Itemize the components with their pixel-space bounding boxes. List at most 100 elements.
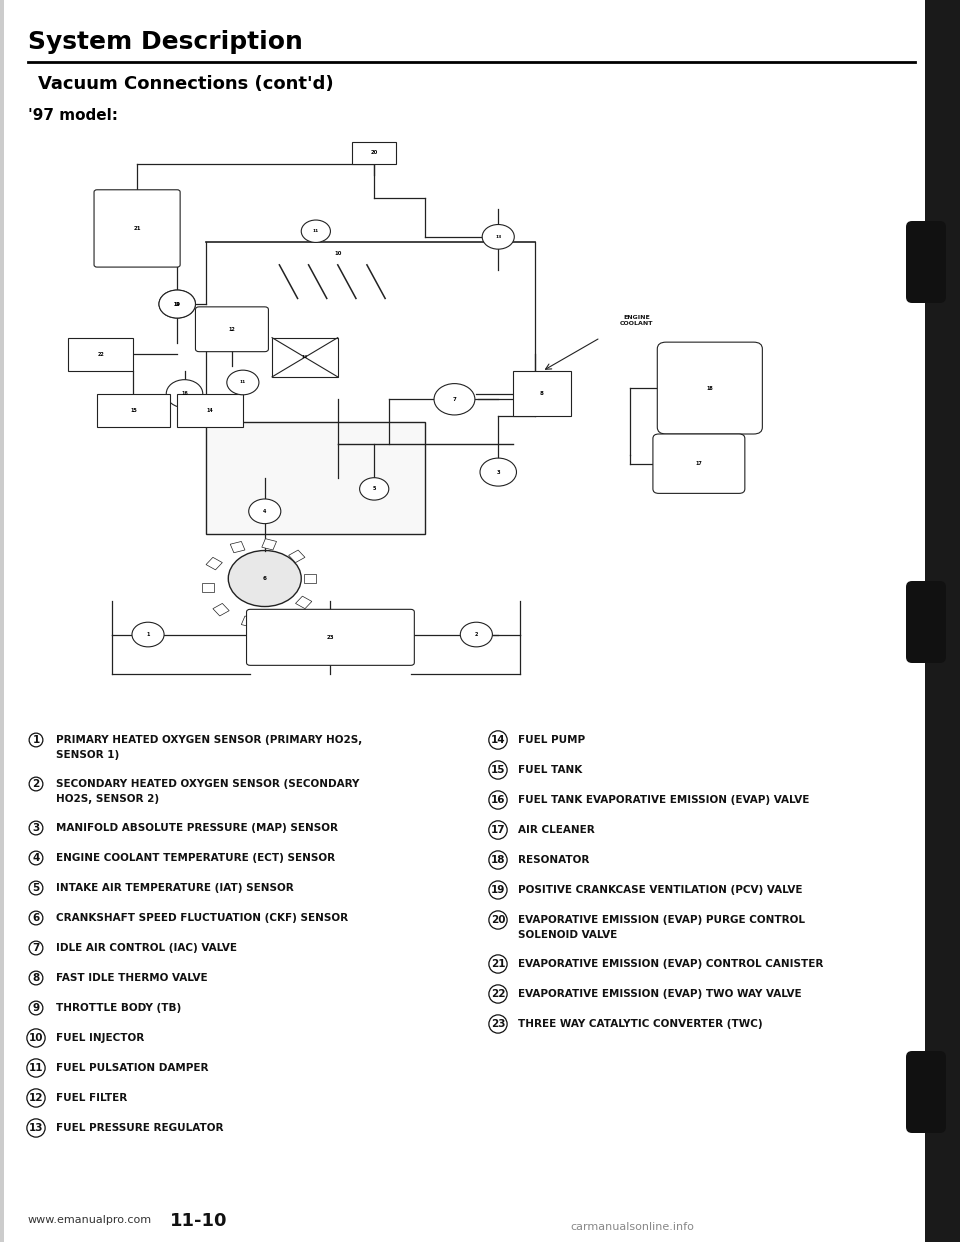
Circle shape bbox=[132, 622, 164, 647]
Text: 11-10: 11-10 bbox=[170, 1212, 228, 1230]
FancyBboxPatch shape bbox=[906, 1051, 946, 1133]
Text: 12: 12 bbox=[29, 1093, 43, 1103]
Bar bbox=[206, 422, 425, 534]
Text: 16: 16 bbox=[181, 391, 188, 396]
Text: FUEL INJECTOR: FUEL INJECTOR bbox=[56, 1033, 144, 1043]
Bar bbox=[272, 338, 338, 376]
Text: 11: 11 bbox=[240, 380, 246, 385]
Text: 14: 14 bbox=[491, 735, 505, 745]
Text: 3: 3 bbox=[496, 469, 500, 474]
Text: 10: 10 bbox=[29, 1033, 43, 1043]
Bar bbox=[925, 0, 960, 1242]
Bar bbox=[296, 596, 312, 609]
Circle shape bbox=[480, 458, 516, 486]
Bar bbox=[0, 0, 4, 1242]
Bar bbox=[97, 394, 170, 427]
Text: FUEL FILTER: FUEL FILTER bbox=[56, 1093, 128, 1103]
Bar bbox=[213, 604, 229, 616]
Text: 20: 20 bbox=[491, 915, 505, 925]
Text: HO2S, SENSOR 2): HO2S, SENSOR 2) bbox=[56, 794, 159, 804]
Text: Vacuum Connections (cont'd): Vacuum Connections (cont'd) bbox=[38, 75, 334, 93]
Text: 5: 5 bbox=[33, 883, 39, 893]
Bar bbox=[304, 574, 316, 582]
Text: ENGINE
COOLANT: ENGINE COOLANT bbox=[620, 315, 654, 327]
Text: 18: 18 bbox=[707, 385, 713, 390]
Text: 6: 6 bbox=[33, 913, 39, 923]
Text: EVAPORATIVE EMISSION (EVAP) PURGE CONTROL: EVAPORATIVE EMISSION (EVAP) PURGE CONTRO… bbox=[518, 915, 805, 925]
Circle shape bbox=[434, 384, 475, 415]
Text: 1: 1 bbox=[33, 735, 39, 745]
Text: FAST IDLE THERMO VALVE: FAST IDLE THERMO VALVE bbox=[56, 972, 207, 982]
Text: 23: 23 bbox=[491, 1018, 505, 1030]
Bar bbox=[273, 614, 288, 625]
Text: 12: 12 bbox=[228, 327, 235, 332]
FancyBboxPatch shape bbox=[247, 610, 415, 666]
Bar bbox=[262, 539, 276, 550]
Bar bbox=[513, 371, 571, 416]
Circle shape bbox=[166, 380, 203, 407]
Text: 11: 11 bbox=[313, 230, 319, 233]
Text: 23: 23 bbox=[326, 635, 334, 640]
Text: 6: 6 bbox=[263, 576, 267, 581]
FancyBboxPatch shape bbox=[906, 221, 946, 303]
Text: 7: 7 bbox=[33, 943, 39, 953]
Text: 1: 1 bbox=[146, 632, 150, 637]
Text: 17: 17 bbox=[695, 461, 703, 466]
Text: 9: 9 bbox=[33, 1004, 39, 1013]
Text: 13: 13 bbox=[495, 235, 501, 238]
Circle shape bbox=[159, 291, 196, 318]
Text: 5: 5 bbox=[372, 487, 376, 492]
FancyBboxPatch shape bbox=[653, 433, 745, 493]
Text: EVAPORATIVE EMISSION (EVAP) CONTROL CANISTER: EVAPORATIVE EMISSION (EVAP) CONTROL CANI… bbox=[518, 959, 824, 969]
Text: 8: 8 bbox=[540, 391, 544, 396]
Bar bbox=[202, 582, 214, 592]
Text: FUEL PUMP: FUEL PUMP bbox=[518, 735, 586, 745]
Text: FUEL TANK EVAPORATIVE EMISSION (EVAP) VALVE: FUEL TANK EVAPORATIVE EMISSION (EVAP) VA… bbox=[518, 795, 809, 805]
Text: FUEL PRESSURE REGULATOR: FUEL PRESSURE REGULATOR bbox=[56, 1123, 224, 1133]
Bar bbox=[241, 616, 256, 627]
Bar bbox=[178, 394, 243, 427]
Text: FUEL PULSATION DAMPER: FUEL PULSATION DAMPER bbox=[56, 1063, 208, 1073]
Text: carmanualsonline.info: carmanualsonline.info bbox=[570, 1222, 694, 1232]
Text: IDLE AIR CONTROL (IAC) VALVE: IDLE AIR CONTROL (IAC) VALVE bbox=[56, 943, 237, 953]
FancyBboxPatch shape bbox=[906, 581, 946, 663]
Text: 4: 4 bbox=[33, 853, 39, 863]
Bar bbox=[68, 338, 133, 371]
Text: 2: 2 bbox=[33, 779, 39, 789]
Text: 15: 15 bbox=[130, 407, 137, 414]
Circle shape bbox=[228, 550, 301, 606]
Text: 11: 11 bbox=[29, 1063, 43, 1073]
Text: 10: 10 bbox=[334, 251, 342, 256]
Text: 22: 22 bbox=[97, 351, 104, 356]
Text: 7: 7 bbox=[452, 396, 456, 401]
Circle shape bbox=[482, 225, 515, 250]
Circle shape bbox=[159, 291, 196, 318]
Text: 12: 12 bbox=[301, 355, 308, 359]
Text: 19: 19 bbox=[491, 886, 505, 895]
Text: 21: 21 bbox=[491, 959, 505, 969]
Text: 14: 14 bbox=[206, 407, 213, 414]
Circle shape bbox=[460, 622, 492, 647]
Text: 15: 15 bbox=[491, 765, 505, 775]
Text: 20: 20 bbox=[371, 150, 378, 155]
Text: System Description: System Description bbox=[28, 30, 302, 53]
Text: POSITIVE CRANKCASE VENTILATION (PCV) VALVE: POSITIVE CRANKCASE VENTILATION (PCV) VAL… bbox=[518, 886, 803, 895]
Text: '97 model:: '97 model: bbox=[28, 108, 118, 123]
Text: THREE WAY CATALYTIC CONVERTER (TWC): THREE WAY CATALYTIC CONVERTER (TWC) bbox=[518, 1018, 762, 1030]
Text: 4: 4 bbox=[263, 509, 267, 514]
Bar bbox=[230, 542, 245, 553]
Text: INTAKE AIR TEMPERATURE (IAT) SENSOR: INTAKE AIR TEMPERATURE (IAT) SENSOR bbox=[56, 883, 294, 893]
Bar bbox=[289, 550, 305, 563]
Text: 17: 17 bbox=[491, 825, 505, 835]
Text: MANIFOLD ABSOLUTE PRESSURE (MAP) SENSOR: MANIFOLD ABSOLUTE PRESSURE (MAP) SENSOR bbox=[56, 823, 338, 833]
Text: 22: 22 bbox=[491, 989, 505, 999]
Text: 16: 16 bbox=[491, 795, 505, 805]
Text: www.emanualpro.com: www.emanualpro.com bbox=[28, 1215, 152, 1225]
Text: THROTTLE BODY (TB): THROTTLE BODY (TB) bbox=[56, 1004, 181, 1013]
Text: FUEL TANK: FUEL TANK bbox=[518, 765, 583, 775]
Text: SOLENOID VALVE: SOLENOID VALVE bbox=[518, 930, 617, 940]
Circle shape bbox=[227, 370, 259, 395]
Text: PRIMARY HEATED OXYGEN SENSOR (PRIMARY HO2S,: PRIMARY HEATED OXYGEN SENSOR (PRIMARY HO… bbox=[56, 735, 362, 745]
FancyBboxPatch shape bbox=[196, 307, 269, 351]
Text: 19: 19 bbox=[174, 302, 180, 307]
